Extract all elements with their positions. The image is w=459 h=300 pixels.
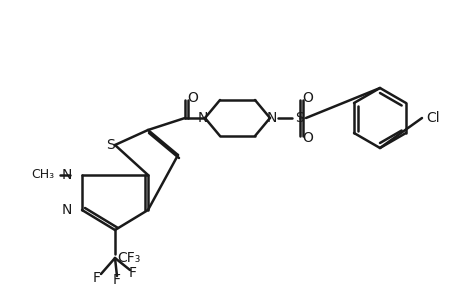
Text: F: F — [113, 273, 121, 287]
Text: N: N — [62, 203, 72, 217]
Text: N: N — [266, 111, 277, 125]
Text: F: F — [129, 266, 137, 280]
Text: O: O — [187, 91, 198, 105]
Text: Cl: Cl — [425, 111, 439, 125]
Text: O: O — [302, 91, 313, 105]
Text: N: N — [62, 168, 72, 182]
Text: CF₃: CF₃ — [117, 251, 140, 265]
Text: S: S — [295, 111, 304, 125]
Text: CH₃: CH₃ — [31, 169, 54, 182]
Text: O: O — [302, 131, 313, 145]
Text: S: S — [106, 138, 115, 152]
Text: N: N — [197, 111, 208, 125]
Text: F: F — [93, 271, 101, 285]
